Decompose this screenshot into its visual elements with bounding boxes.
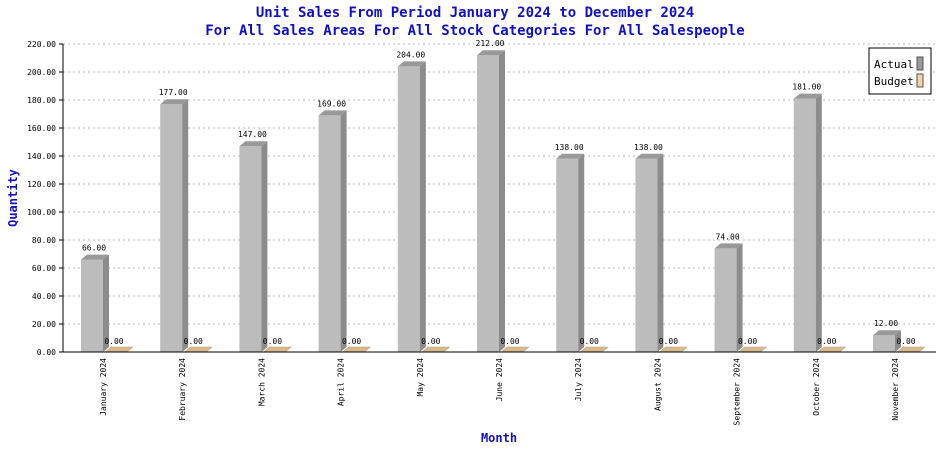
x-tick-label: September 2024: [733, 358, 742, 426]
bar-actual: [318, 110, 347, 353]
x-tick-label: May 2024: [416, 358, 425, 397]
y-tick-label: 80.00: [32, 236, 56, 245]
bar-value-label: 0.00: [500, 337, 519, 346]
bar-budget: [183, 346, 213, 353]
bar-budget: [737, 346, 768, 353]
y-tick-label: 0.00: [37, 348, 56, 357]
y-tick-label: 120.00: [27, 180, 56, 189]
bar-value-label: 66.00: [82, 244, 106, 253]
x-axis: January 2024 February 2024 March 2024 April…: [63, 351, 936, 426]
bar-budget: [658, 346, 689, 353]
bar-actual: [397, 61, 426, 353]
bar-actual: [635, 153, 664, 352]
y-axis-label: Quantity: [6, 169, 20, 227]
bar-budget: [262, 346, 293, 353]
x-tick-label: October 2024: [812, 358, 821, 416]
x-tick-label: July 2024: [574, 358, 583, 402]
bar-value-label: 0.00: [580, 337, 599, 346]
bar-actual: [714, 243, 743, 352]
x-tick-label: March 2024: [257, 358, 266, 406]
bar-value-label: 212.00: [476, 39, 505, 48]
bar-actual: [873, 330, 901, 352]
bar-value-label: 0.00: [342, 337, 361, 346]
x-tick-label: January 2024: [99, 358, 108, 416]
bar-actual: [81, 254, 109, 352]
bar-value-label: 0.00: [104, 337, 123, 346]
bar-value-label: 169.00: [317, 99, 346, 108]
bar-value-label: 0.00: [896, 337, 915, 346]
y-tick-label: 40.00: [32, 292, 56, 301]
bar-budget: [421, 346, 451, 353]
x-tick-label: April 2024: [337, 358, 346, 406]
bar-budget: [896, 346, 926, 353]
bar-actual: [160, 99, 189, 352]
bar-value-label: 0.00: [659, 337, 678, 346]
bar-budget: [579, 346, 609, 353]
y-tick-label: 20.00: [32, 320, 56, 329]
legend: Actual Budget: [868, 47, 932, 95]
x-tick-label: November 2024: [891, 358, 900, 421]
y-tick-label: 160.00: [27, 124, 56, 133]
bar-budget: [104, 346, 134, 353]
bar-budget: [817, 346, 847, 353]
bar-value-label: 0.00: [817, 337, 836, 346]
y-axis: 0.00 20.00 40.00 60.00 80.00 100.00 120.00 140.…: [27, 40, 64, 357]
y-tick-label: 180.00: [27, 96, 56, 105]
x-tick-label: June 2024: [495, 358, 504, 402]
x-axis-label: Month: [481, 431, 517, 445]
bar-budget: [500, 346, 530, 353]
bar-value-label: 0.00: [738, 337, 757, 346]
bar-value-label: 0.00: [184, 337, 203, 346]
bar-value-label: 147.00: [238, 130, 267, 139]
legend-label-actual: Actual: [874, 58, 914, 71]
chart-subtitle: For All Sales Areas For All Stock Catego…: [205, 23, 745, 39]
bar-value-label: 12.00: [874, 319, 898, 328]
bar-value-label: 138.00: [555, 143, 584, 152]
bar-value-label: 74.00: [716, 232, 740, 241]
bar-actual: [556, 153, 585, 352]
legend-label-budget: Budget: [874, 75, 914, 88]
y-tick-label: 200.00: [27, 68, 56, 77]
bar-value-label: 181.00: [792, 83, 821, 92]
y-tick-label: 60.00: [32, 264, 56, 273]
bar-value-label: 138.00: [634, 143, 663, 152]
y-tick-label: 220.00: [27, 40, 56, 49]
bar-actual: [477, 50, 505, 352]
x-tick-label: August 2024: [653, 358, 662, 411]
bar-value-label: 0.00: [263, 337, 282, 346]
x-tick-label: February 2024: [178, 358, 187, 421]
bar-value-label: 204.00: [396, 50, 425, 59]
bar-actual: [239, 141, 268, 352]
legend-swatch-actual: [916, 56, 924, 71]
bar-value-label: 0.00: [421, 337, 440, 346]
bar-budget: [341, 346, 372, 353]
y-tick-label: 100.00: [27, 208, 56, 217]
legend-swatch-budget: [916, 73, 924, 88]
chart-title: Unit Sales From Period January 2024 to D…: [255, 5, 695, 21]
bar-value-label: 177.00: [159, 88, 188, 97]
bar-actual: [793, 93, 822, 352]
bars: 66.00 0.00 177.00 0.00 147.00 0.00 169.00 0.00 2…: [81, 39, 926, 353]
y-tick-label: 140.00: [27, 152, 56, 161]
